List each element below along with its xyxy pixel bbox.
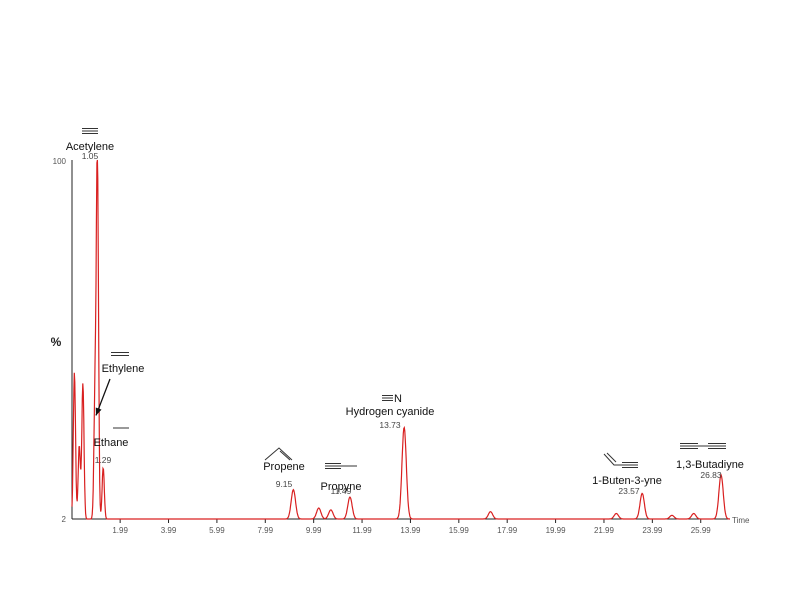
peak-name-acetylene: Acetylene	[66, 141, 114, 153]
y-tick-label-bottom: 2	[62, 515, 67, 524]
structure-hydrogen-cyanide-icon: N	[382, 393, 402, 405]
x-tick-label-8: 17.99	[497, 526, 518, 535]
y-axis-label: %	[51, 335, 62, 349]
nitrile-n-label: N	[394, 393, 402, 405]
x-tick-label-6: 13.99	[400, 526, 421, 535]
x-tick-label-7: 15.99	[449, 526, 470, 535]
x-tick-label-10: 21.99	[594, 526, 615, 535]
chromatogram-trace	[71, 159, 730, 520]
peak-name-hydrogen-cyanide: Hydrogen cyanide	[346, 406, 435, 418]
x-tick-label-2: 5.99	[209, 526, 225, 535]
x-tick-label-4: 9.99	[306, 526, 322, 535]
peak-name-propene: Propene	[263, 461, 305, 473]
structure-propyne-icon	[325, 463, 357, 469]
x-tick-label-1: 3.99	[161, 526, 177, 535]
peak-name-1-3-butadiyne: 1,3-Butadiyne	[676, 459, 744, 471]
x-axis-label: Time	[732, 516, 750, 525]
peak-name-propyne: Propyne	[321, 481, 362, 493]
structure-acetylene-icon	[82, 128, 98, 134]
peak-name-1-buten-3-yne: 1-Buten-3-yne	[592, 475, 662, 487]
x-tick-label-11: 23.99	[642, 526, 663, 535]
structure-1-3-butadiyne-icon	[680, 443, 726, 449]
peak-rt-propyne: 11.49	[331, 486, 352, 496]
x-ticks: 1.99 3.99 5.99 7.99 9.99 11.99 13.99 15.99 17.99…	[112, 519, 711, 535]
peak-rt-ethane: 1.29	[95, 455, 112, 465]
structure-propene-icon	[264, 447, 293, 461]
x-tick-label-12: 25.99	[691, 526, 712, 535]
peak-rt-hydrogen-cyanide: 13.73	[379, 420, 401, 430]
peak-name-ethylene: Ethylene	[102, 363, 145, 375]
ethylene-arrow-icon	[95, 378, 111, 416]
structure-ethylene-icon	[111, 352, 129, 356]
x-tick-label-0: 1.99	[112, 526, 128, 535]
x-tick-label-5: 11.99	[352, 526, 372, 535]
peak-rt-propene: 9.15	[276, 479, 293, 489]
peak-rt-1-3-butadiyne: 26.83	[700, 470, 722, 480]
structure-1-buten-3-yne-icon	[603, 452, 638, 468]
x-tick-label-9: 19.99	[546, 526, 567, 535]
peak-rt-1-buten-3-yne: 23.57	[618, 486, 640, 496]
y-tick-label-top: 100	[53, 157, 67, 166]
peak-name-ethane: Ethane	[94, 437, 129, 449]
peak-rt-acetylene: 1.05	[82, 151, 99, 161]
x-tick-label-3: 7.99	[257, 526, 273, 535]
